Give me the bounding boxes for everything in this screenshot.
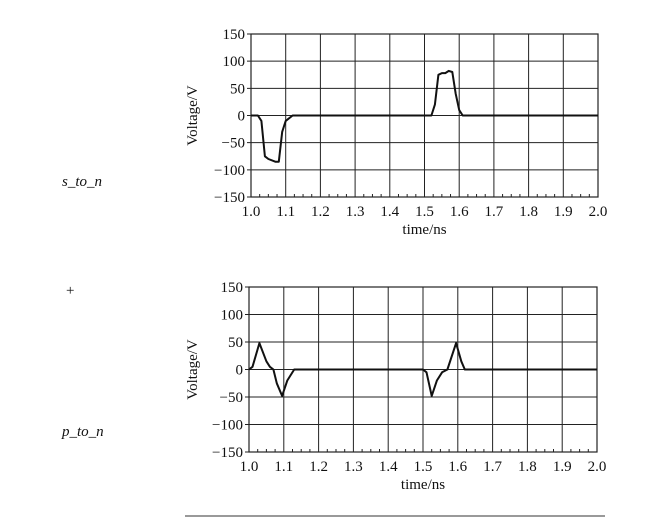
- y-tick-label: 100: [221, 308, 244, 324]
- x-tick-label: 2.0: [588, 459, 607, 475]
- y-tick-label: 0: [236, 363, 244, 379]
- x-tick-label: 1.1: [274, 459, 293, 475]
- y-tick-label: −100: [214, 163, 245, 179]
- series-line-p-to-n: [248, 342, 597, 397]
- x-tick-label: 1.2: [311, 204, 330, 220]
- y-tick-label: −50: [222, 136, 245, 152]
- chart-s-to-n: 1.0 1.1 1.2 1.3 1.4 1.5 1.6 1.7 1.8 1.9 2.0 150 100 5…: [185, 27, 607, 238]
- label-p-to-n: p_to_n: [62, 424, 104, 440]
- x-tick-label: 1.3: [344, 459, 363, 475]
- x-tick-label: 1.8: [519, 204, 538, 220]
- y-axis-label: Voltage/V: [185, 85, 201, 146]
- y-axis-label: Voltage/V: [185, 339, 201, 400]
- y-tick-label: −150: [212, 445, 243, 461]
- label-s-to-n: s_to_n: [62, 174, 103, 190]
- x-tick-label: 1.9: [553, 459, 572, 475]
- x-tick-label: 1.6: [448, 459, 467, 475]
- x-axis-label: time/ns: [401, 477, 445, 493]
- y-tick-label: −100: [212, 418, 243, 434]
- x-tick-label: 1.5: [415, 204, 434, 220]
- x-axis-label: time/ns: [402, 222, 446, 238]
- y-tick-label: 100: [223, 54, 246, 70]
- x-tick-label: 1.1: [276, 204, 295, 220]
- x-tick-label: 1.8: [518, 459, 537, 475]
- x-tick-label: 1.7: [483, 459, 502, 475]
- y-tick-label: −50: [220, 390, 243, 406]
- x-tick-label: 2.0: [589, 204, 608, 220]
- y-tick-label: 0: [238, 109, 246, 125]
- x-tick-label: 1.0: [240, 459, 259, 475]
- plus-marker: +: [66, 283, 75, 299]
- x-tick-label: 1.0: [242, 204, 261, 220]
- y-tick-label: −150: [214, 190, 245, 206]
- series-line-s-to-n: [251, 69, 598, 163]
- y-tick-label: 50: [228, 335, 243, 351]
- chart-p-to-n: 1.0 1.1 1.2 1.3 1.4 1.5 1.6 1.7 1.8 1.9 2.0 150 100 5…: [185, 280, 606, 493]
- y-tick-label: 150: [221, 280, 244, 296]
- x-tick-label: 1.3: [346, 204, 365, 220]
- y-tick-label: 50: [230, 81, 245, 97]
- x-tick-label: 1.4: [379, 459, 398, 475]
- x-tick-label: 1.7: [485, 204, 504, 220]
- x-tick-label: 1.4: [380, 204, 399, 220]
- x-tick-label: 1.2: [309, 459, 328, 475]
- y-tick-label: 150: [223, 27, 246, 43]
- x-tick-label: 1.5: [414, 459, 433, 475]
- x-tick-label: 1.6: [450, 204, 469, 220]
- x-tick-label: 1.9: [554, 204, 573, 220]
